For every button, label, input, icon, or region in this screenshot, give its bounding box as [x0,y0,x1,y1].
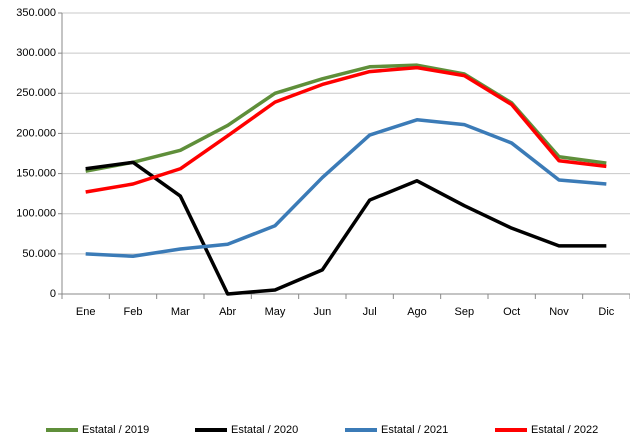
x-tick-label: Ago [407,306,427,318]
y-tick-label: 150.000 [16,167,56,179]
legend-label: Estatal / 2020 [231,424,298,436]
y-tick-label: 200.000 [16,127,56,139]
series-line [85,160,607,296]
legend-label: Estatal / 2022 [531,424,598,436]
x-tick-label: Mar [171,306,190,318]
x-tick-label: Jul [363,306,377,318]
y-tick-label: 100.000 [16,208,56,220]
legend-label: Estatal / 2021 [381,424,448,436]
y-tick-label: 0 [50,288,56,300]
x-tick-label: Sep [455,306,475,318]
legend-label: Estatal / 2019 [82,424,149,436]
y-tick-label: 350.000 [16,7,56,19]
x-tick-label: Jun [313,306,331,318]
x-tick-label: Feb [124,306,143,318]
y-tick-label: 250.000 [16,87,56,99]
x-tick-label: Dic [598,306,614,318]
y-tick-label: 300.000 [16,47,56,59]
x-tick-label: Nov [549,306,569,318]
y-tick-label: 50.000 [22,248,56,260]
series-line [85,118,607,259]
x-tick-label: May [265,306,286,318]
x-tick-label: Abr [219,306,236,318]
x-tick-label: Oct [503,306,520,318]
x-tick-label: Ene [76,306,96,318]
series-line [85,65,607,194]
